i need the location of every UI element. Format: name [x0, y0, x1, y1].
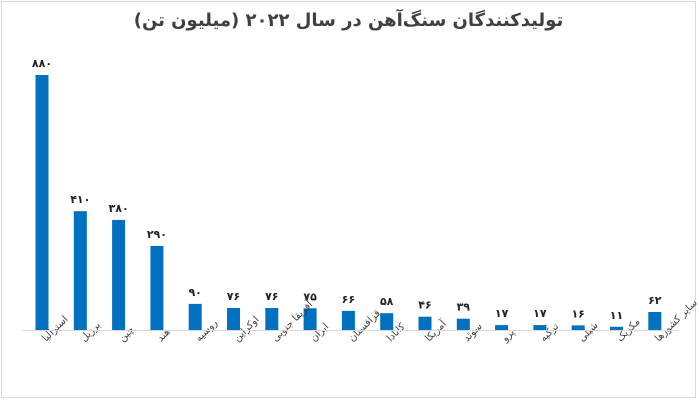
- value-label-12: ۳۹: [457, 301, 471, 314]
- bar-16: [610, 326, 623, 330]
- bar-4: [150, 246, 164, 330]
- bar-1: [35, 75, 49, 330]
- value-labels-group: ۸۸۰ ۴۱۰ ۳۸۰ ۲۹۰ ۹۰ ۷۶ ۷۶ ۷۵ ۶۶ ۵۸ ۴۶ ۳۹ ۱۷ ۱۷ ۱۶ ۱۱ ۶۲: [32, 57, 662, 322]
- value-label-11: ۴۶: [418, 299, 431, 312]
- bar-10: [380, 313, 394, 330]
- value-label-6: ۷۶: [227, 290, 240, 303]
- bar-5: [188, 303, 202, 330]
- value-label-9: ۶۶: [342, 293, 355, 306]
- value-label-10: ۵۸: [380, 295, 394, 308]
- chart-title: تولیدکنندگان سنگ‌آهن در سال ۲۰۲۲ (میلیون…: [133, 10, 564, 31]
- value-label-17: ۶۲: [648, 294, 662, 307]
- value-label-3: ۳۸۰: [109, 202, 129, 215]
- value-label-1: ۸۸۰: [32, 57, 52, 70]
- bars-group: [35, 75, 662, 330]
- bar-2: [73, 211, 87, 330]
- value-label-14: ۱۷: [533, 307, 547, 320]
- bar-6: [227, 308, 240, 330]
- bar-8: [303, 308, 317, 330]
- bar-7: [265, 308, 279, 330]
- bar-17: [648, 312, 662, 330]
- category-label-14: ترکیه: [538, 321, 561, 344]
- category-label-15: شیلی: [577, 320, 601, 344]
- value-label-2: ۴۱۰: [70, 193, 90, 206]
- bar-13: [495, 325, 509, 330]
- bar-15: [571, 325, 585, 330]
- bar-12: [456, 318, 470, 330]
- value-label-13: ۱۷: [495, 307, 509, 320]
- bar-9: [341, 310, 355, 330]
- bar-3: [112, 219, 126, 330]
- category-labels-group: استرالیا برزیل چین هند روسیه اوکراین آفریقا جن…: [40, 297, 699, 345]
- value-label-4: ۲۹۰: [147, 228, 167, 241]
- value-label-15: ۱۶: [571, 307, 584, 320]
- bar-14: [533, 325, 547, 330]
- value-label-5: ۹۰: [188, 286, 201, 299]
- value-label-7: ۷۶: [265, 290, 278, 303]
- value-label-8: ۷۵: [303, 290, 317, 303]
- bar-11: [418, 316, 432, 330]
- value-label-16: ۱۱: [610, 309, 623, 322]
